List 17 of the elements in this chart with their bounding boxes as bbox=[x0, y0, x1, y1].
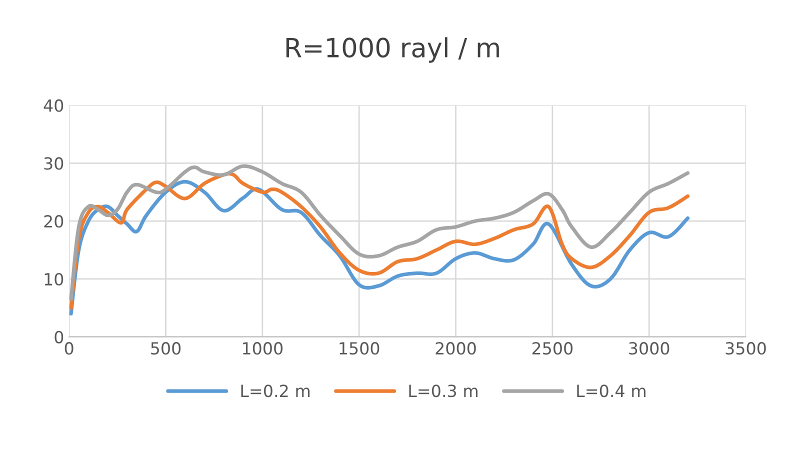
legend-label: L=0.2 m bbox=[241, 384, 310, 398]
x-tick-label: 500 bbox=[151, 342, 181, 355]
x-tick-label: 3500 bbox=[726, 342, 766, 355]
x-tick-label: 3000 bbox=[629, 342, 670, 355]
y-tick-label: 30 bbox=[44, 157, 64, 170]
y-tick-label: 20 bbox=[44, 215, 64, 228]
chart-title: R=1000 rayl / m bbox=[286, 37, 499, 63]
x-tick-label: 2000 bbox=[436, 342, 476, 355]
x-tick-label: 1500 bbox=[340, 342, 380, 355]
legend-label: L=0.3 m bbox=[409, 384, 478, 398]
y-tick-label: 40 bbox=[44, 99, 64, 112]
x-tick-label: 2500 bbox=[532, 342, 573, 355]
legend-label: L=0.4 m bbox=[577, 384, 646, 398]
x-tick-label: 0 bbox=[64, 342, 74, 355]
x-tick-label: 1000 bbox=[243, 342, 283, 355]
y-tick-label: 10 bbox=[44, 272, 64, 286]
y-tick-label: 0 bbox=[54, 330, 64, 344]
